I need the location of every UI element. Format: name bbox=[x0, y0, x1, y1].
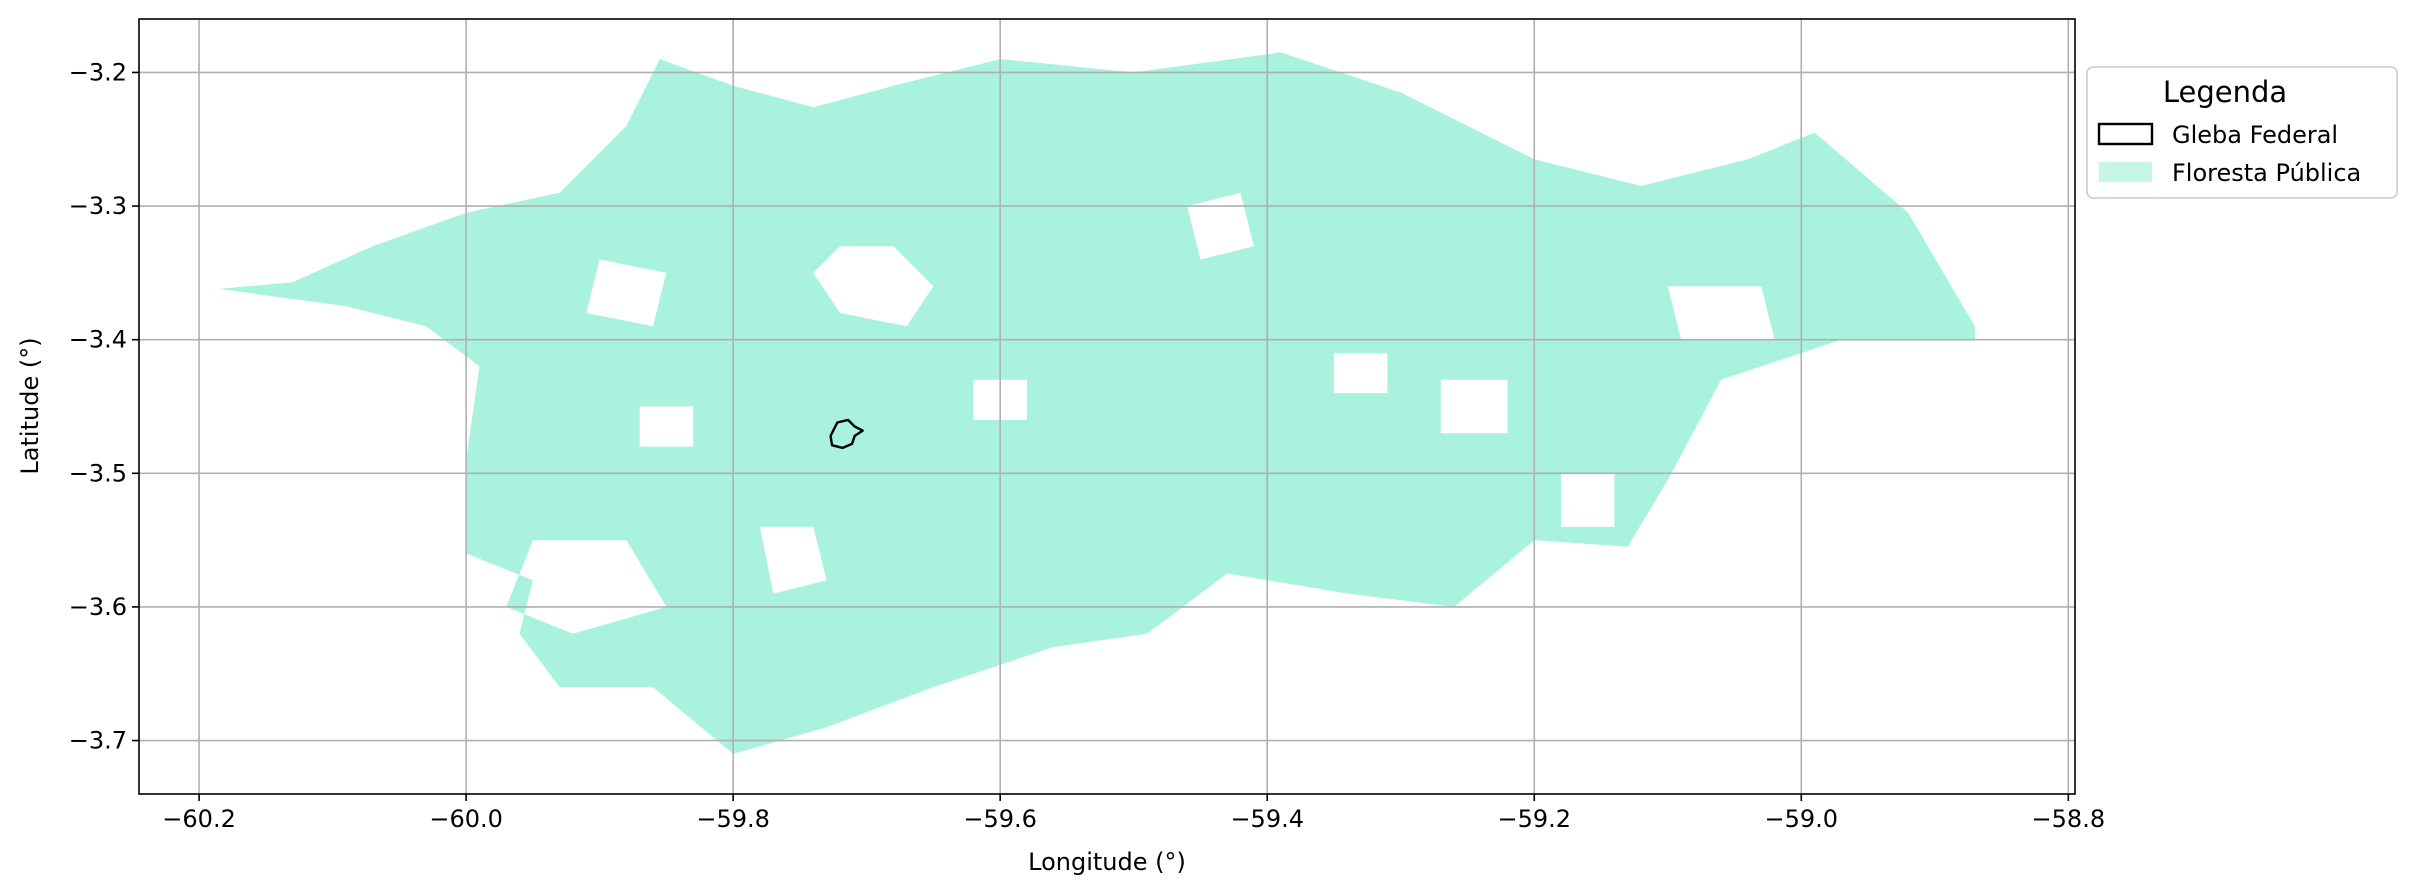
y-tick-label: −3.2 bbox=[69, 58, 127, 86]
grid-lines bbox=[139, 19, 2075, 794]
y-tick-label: −3.6 bbox=[69, 593, 127, 621]
legend: Legenda Gleba Federal Floresta Pública bbox=[2086, 66, 2398, 199]
y-tick-label: −3.7 bbox=[69, 727, 127, 755]
legend-label-floresta-publica: Floresta Pública bbox=[2172, 159, 2361, 187]
y-axis-ticks: −3.2 −3.3 −3.4 −3.5 −3.6 −3.7 bbox=[69, 58, 139, 755]
gleba-federal-polygon bbox=[829, 418, 864, 450]
x-tick-label: −60.0 bbox=[429, 805, 503, 833]
x-tick-label: −60.2 bbox=[162, 805, 236, 833]
plot-area: −60.2 −60.0 −59.8 −59.6 −59.4 −59.2 −59.0 −58.8… bbox=[69, 18, 2105, 833]
y-axis-label: Latitude (°) bbox=[16, 337, 44, 474]
x-tick-label: −59.0 bbox=[1765, 805, 1839, 833]
floresta-publica-polygon bbox=[219, 52, 1975, 754]
legend-label-gleba-federal: Gleba Federal bbox=[2172, 121, 2338, 149]
legend-frame bbox=[2086, 66, 2398, 199]
x-tick-label: −58.8 bbox=[2032, 805, 2106, 833]
map-data-layers bbox=[219, 52, 1975, 754]
y-tick-label: −3.5 bbox=[69, 459, 127, 487]
y-tick-label: −3.4 bbox=[69, 326, 127, 354]
legend-swatch-gleba-federal bbox=[2097, 122, 2154, 146]
y-tick-label: −3.3 bbox=[69, 192, 127, 220]
legend-swatch-floresta-publica bbox=[2099, 162, 2152, 182]
x-axis-ticks: −60.2 −60.0 −59.8 −59.6 −59.4 −59.2 −59.0 −58.8 bbox=[162, 794, 2105, 833]
x-tick-label: −59.8 bbox=[696, 805, 770, 833]
x-tick-label: −59.4 bbox=[1230, 805, 1304, 833]
legend-title: Legenda bbox=[2163, 75, 2287, 109]
x-tick-label: −59.2 bbox=[1497, 805, 1571, 833]
plot-frame bbox=[138, 18, 2076, 795]
x-axis-label: Longitude (°) bbox=[1028, 848, 1186, 876]
x-tick-label: −59.6 bbox=[963, 805, 1037, 833]
